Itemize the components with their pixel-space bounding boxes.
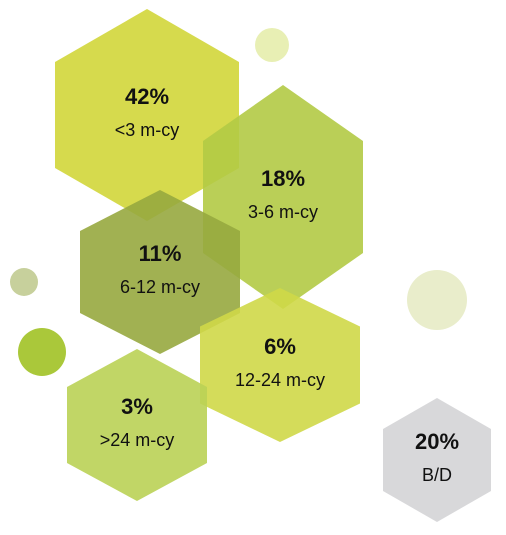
- value-label: 6%: [264, 334, 296, 359]
- value-label: 3%: [121, 394, 153, 419]
- hexagon: [80, 190, 240, 354]
- decor-dot: [407, 270, 467, 330]
- category-label: <3 m-cy: [115, 120, 180, 140]
- decor-dot: [18, 328, 66, 376]
- value-label: 20%: [415, 429, 459, 454]
- category-label: 3-6 m-cy: [248, 202, 318, 222]
- value-label: 18%: [261, 166, 305, 191]
- hexagon: [55, 9, 239, 221]
- hexagon: [67, 349, 207, 501]
- value-label: 42%: [125, 84, 169, 109]
- category-label: 6-12 m-cy: [120, 277, 200, 297]
- decor-dot: [10, 268, 38, 296]
- hexagon: [383, 398, 491, 522]
- hexagon: [203, 85, 363, 309]
- hexagon: [200, 288, 360, 442]
- decor-dot: [255, 28, 289, 62]
- category-label: >24 m-cy: [100, 430, 175, 450]
- category-label: 12-24 m-cy: [235, 370, 325, 390]
- category-label: B/D: [422, 465, 452, 485]
- value-label: 11%: [139, 241, 182, 266]
